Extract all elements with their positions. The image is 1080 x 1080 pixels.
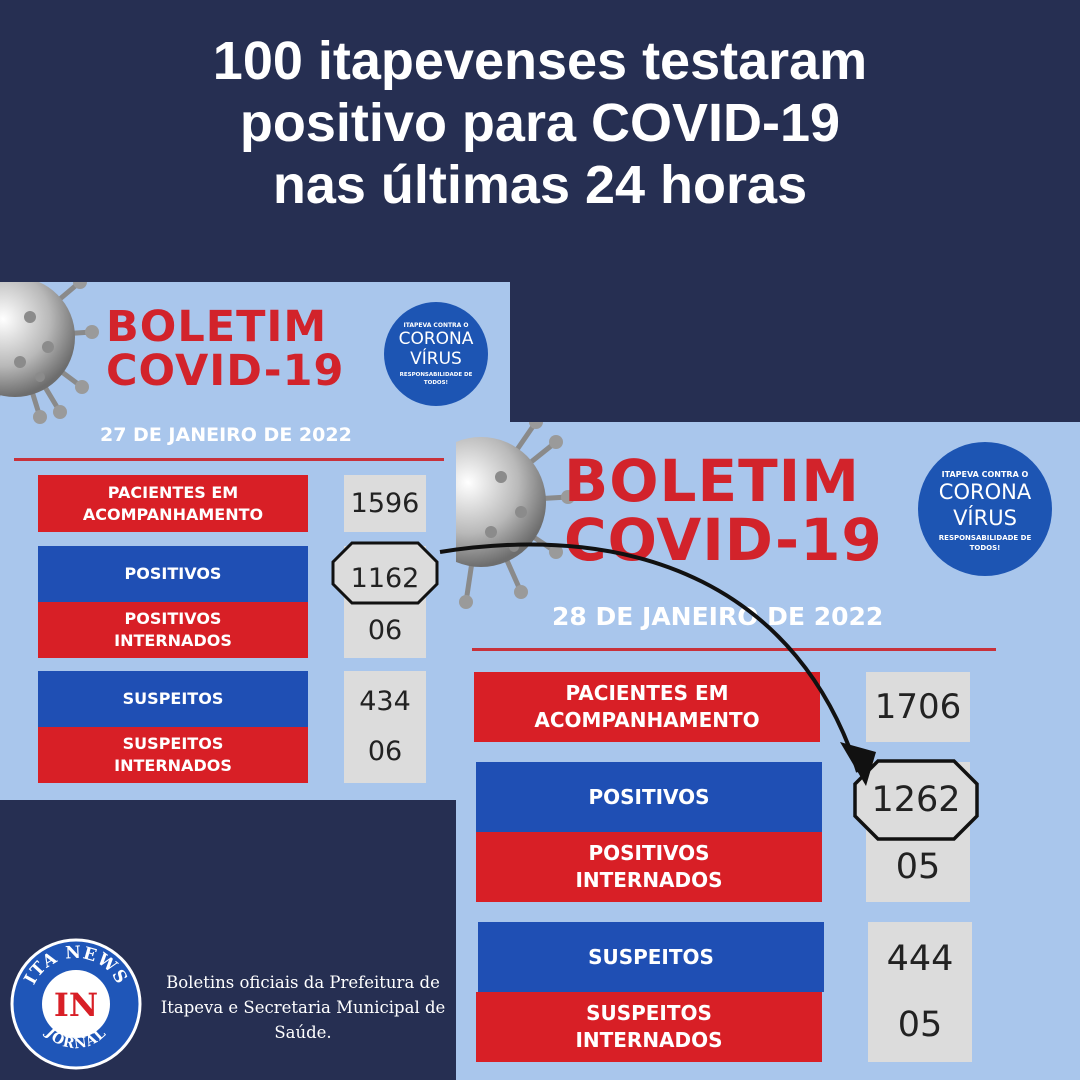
suspeitos-internados-value: 06 <box>367 736 403 767</box>
corona-seal: ITAPEVA CONTRA O CORONA VÍRUS RESPONSABI… <box>918 442 1052 576</box>
divider <box>472 648 996 651</box>
divider <box>14 458 444 461</box>
headline-line-3: nas últimas 24 horas <box>272 155 808 215</box>
boletim-28-janeiro: BOLETIM COVID-19 ITAPEVA CONTRA O CORONA… <box>456 422 1080 1080</box>
suspeitos-label: SUSPEITOS <box>478 922 824 992</box>
suspeitos-value: 444 <box>886 939 954 979</box>
corona-seal: ITAPEVA CONTRA O CORONA VÍRUS RESPONSABI… <box>384 302 488 406</box>
suspeitos-values: 444 05 <box>868 922 972 1062</box>
positivos-value: 1162 <box>350 562 420 594</box>
headline-line-1: 100 itapevenses testaram <box>212 31 868 91</box>
suspeitos-internados-label: SUSPEITOS INTERNADOS <box>38 727 308 783</box>
bulletin-date: 27 DE JANEIRO DE 2022 <box>100 424 352 446</box>
highlight-octagon <box>331 541 439 605</box>
headline: 100 itapevenses testaram positivo para C… <box>0 30 1080 216</box>
headline-line-2: positivo para COVID-19 <box>239 93 841 153</box>
positivos-internados-label: POSITIVOS INTERNADOS <box>38 602 308 658</box>
positivos-label: POSITIVOS <box>38 546 308 602</box>
title-line-1: BOLETIM <box>564 447 860 515</box>
ita-news-logo: ITA NEWS JORNAL IN <box>10 938 142 1070</box>
suspeitos-label: SUSPEITOS <box>38 671 308 727</box>
suspeitos-values: 434 06 <box>344 671 426 783</box>
positivos-value: 1262 <box>871 780 961 820</box>
pacientes-label: PACIENTES EM ACOMPANHAMENTO <box>474 672 820 742</box>
boletim-27-janeiro: BOLETIM COVID-19 ITAPEVA CONTRA O CORONA… <box>0 282 510 800</box>
pacientes-value: 1596 <box>344 475 426 532</box>
credit-text: Boletins oficiais da Prefeitura de Itape… <box>160 973 446 1042</box>
positivos-label: POSITIVOS <box>476 762 822 832</box>
bulletin-date: 28 DE JANEIRO DE 2022 <box>552 602 884 631</box>
virus-image <box>0 282 99 424</box>
positivos-internados-value: 06 <box>367 614 403 646</box>
suspeitos-value: 434 <box>359 686 411 717</box>
title-line-1: BOLETIM <box>106 302 328 352</box>
svg-text:IN: IN <box>54 986 98 1024</box>
highlight-octagon <box>853 759 979 841</box>
pacientes-value: 1706 <box>866 672 970 742</box>
positivos-internados-label: POSITIVOS INTERNADOS <box>476 832 822 902</box>
title-line-2: COVID-19 <box>106 345 345 396</box>
suspeitos-internados-label: SUSPEITOS INTERNADOS <box>476 992 822 1062</box>
suspeitos-internados-value: 05 <box>897 1005 943 1045</box>
virus-image <box>456 422 575 609</box>
title-line-2: COVID-19 <box>564 506 883 575</box>
pacientes-label: PACIENTES EM ACOMPANHAMENTO <box>38 475 308 532</box>
positivos-internados-value: 05 <box>895 847 941 887</box>
